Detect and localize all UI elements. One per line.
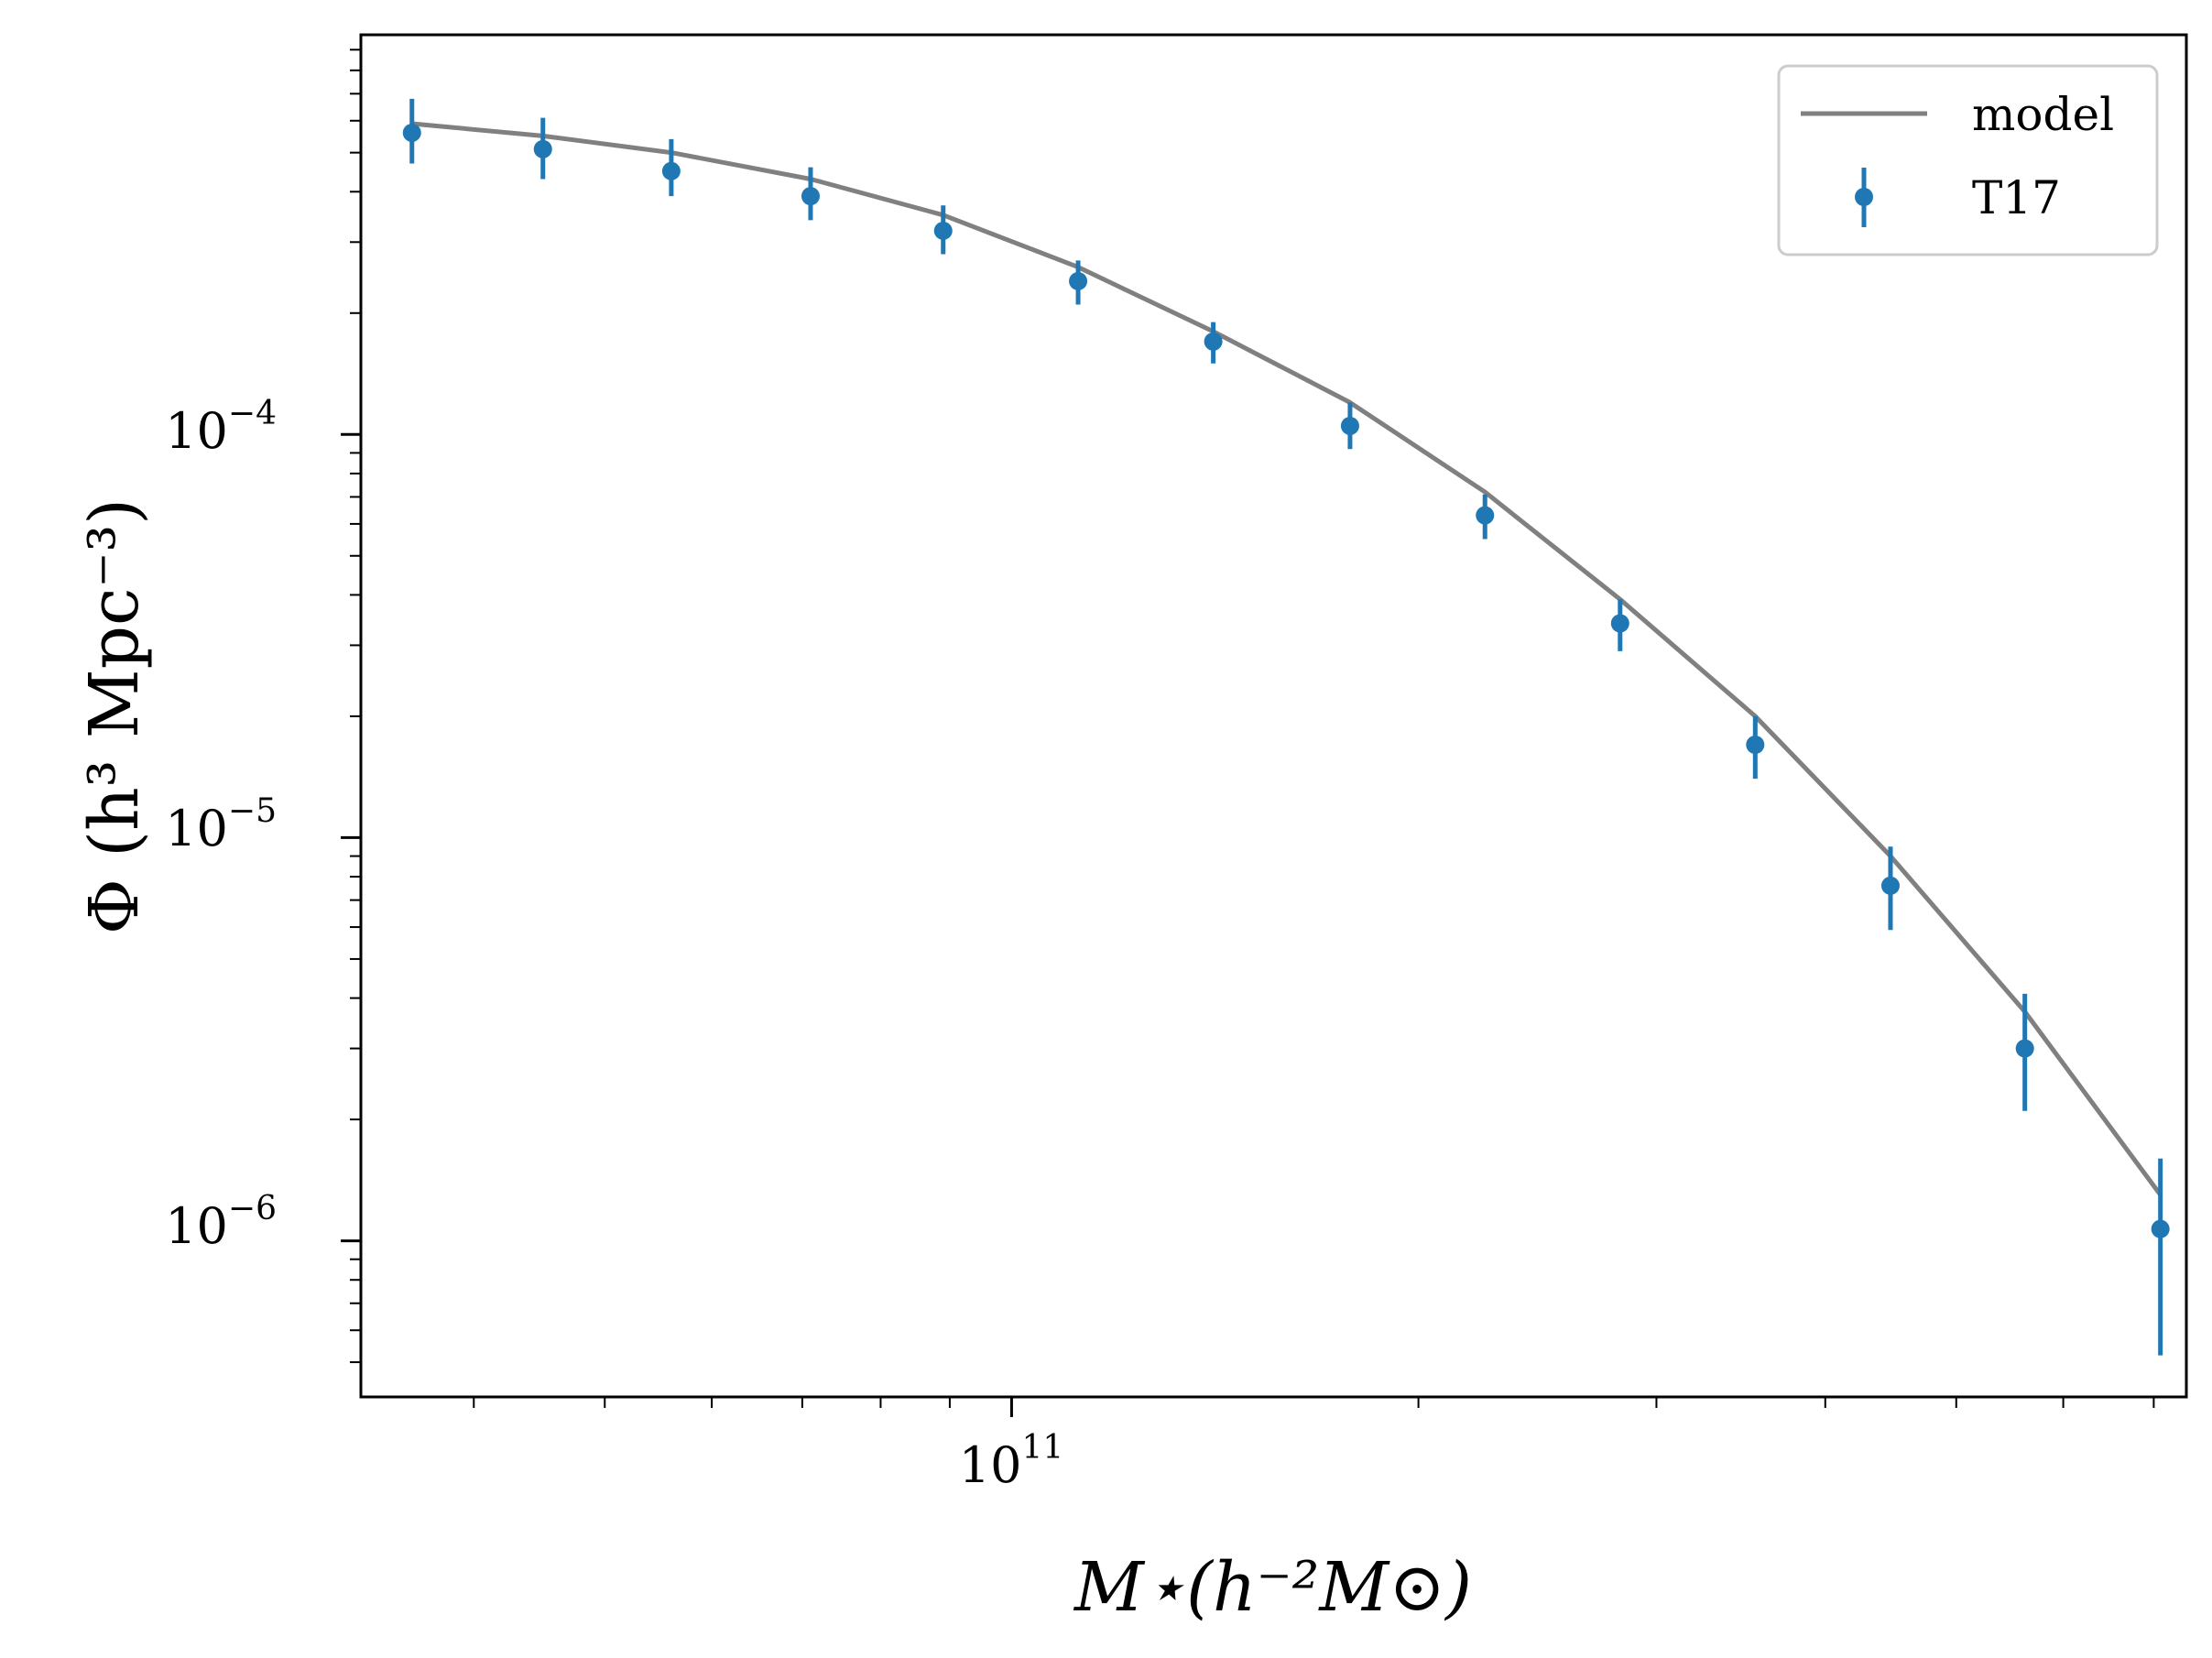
major-ticks [341, 432, 1013, 1417]
data-point [2015, 1039, 2034, 1058]
data-point [402, 123, 421, 142]
minor-ticks [350, 49, 2155, 1408]
legend-model-label: model [1972, 88, 2114, 141]
data-point [1069, 271, 1088, 290]
legend: model T17 [1777, 64, 2159, 256]
legend-t17-label: T17 [1972, 171, 2061, 224]
data-point [1476, 506, 1495, 525]
y-axis-label: Φ (h³ Mpc⁻³) [75, 498, 154, 934]
model-layer [411, 121, 2163, 1196]
y-tick-label-1e-6: 10−6 [165, 1190, 277, 1255]
legend-t17-marker [1855, 188, 1873, 206]
x-axis-label: M⋆(h⁻²M⊙) [1073, 1548, 1472, 1627]
model-line [411, 121, 2163, 1196]
data-point [533, 139, 552, 158]
data-point [801, 187, 820, 206]
data-point [661, 161, 681, 180]
data-point [1610, 614, 1629, 633]
plot-frame [359, 33, 2188, 1399]
data-point [1340, 416, 1359, 435]
data-point [1880, 876, 1900, 895]
data-point [1204, 332, 1223, 351]
points-layer [402, 98, 2170, 1356]
data-point [933, 221, 953, 240]
data-point [1746, 735, 1765, 754]
y-tick-label-1e-4: 10−4 [165, 395, 277, 460]
y-tick-label-1e-5: 10−5 [165, 792, 277, 857]
data-point [2151, 1219, 2170, 1238]
x-tick-label-1e11: 1011 [959, 1429, 1064, 1494]
